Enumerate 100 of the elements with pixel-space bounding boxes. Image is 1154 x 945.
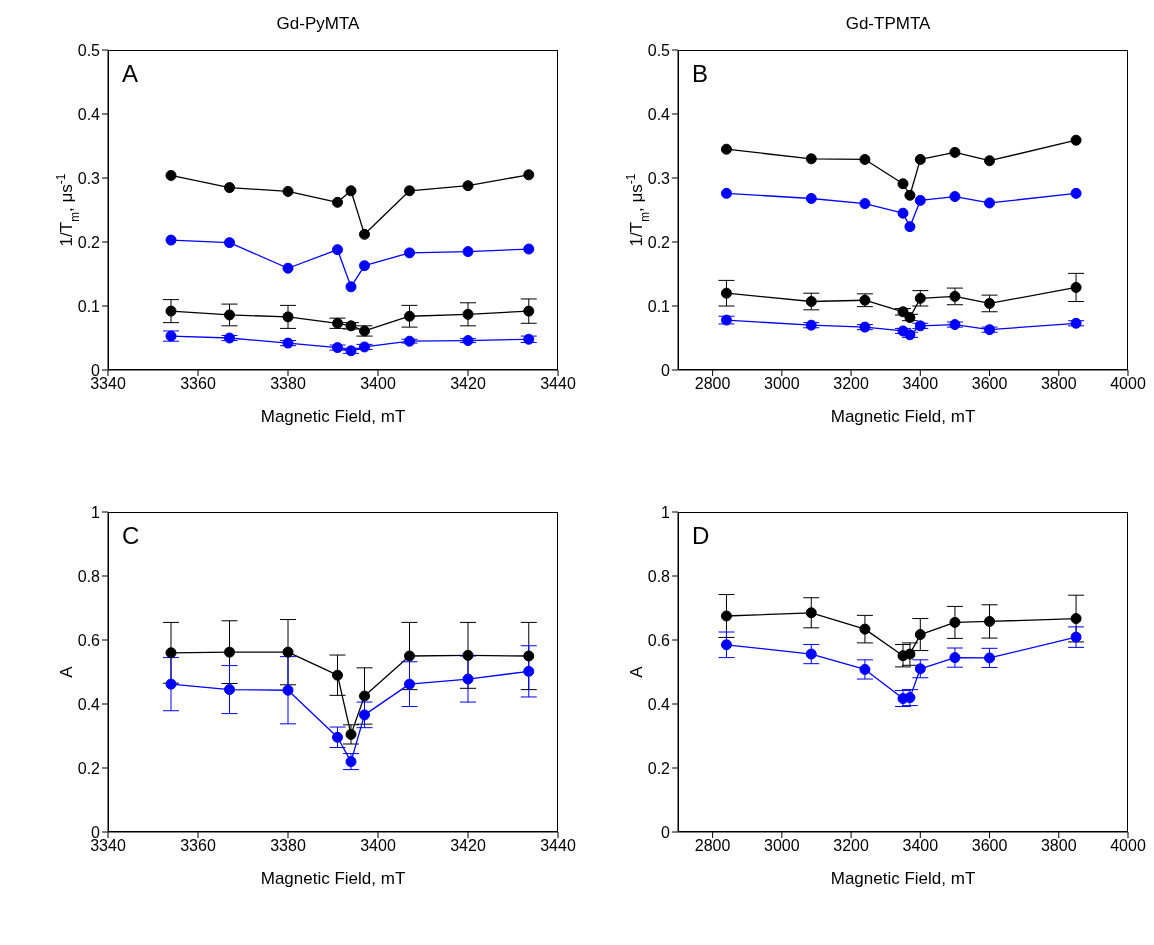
x-tick-label: 3420 bbox=[450, 837, 486, 855]
point bbox=[805, 648, 817, 660]
x-tick-label: 2800 bbox=[694, 375, 731, 393]
point bbox=[904, 329, 916, 341]
x-axis-title: Magnetic Field, mT bbox=[260, 869, 406, 888]
y-axis-title: A bbox=[627, 665, 646, 678]
x-tick-label: 3000 bbox=[764, 375, 800, 393]
point bbox=[1070, 317, 1082, 329]
point bbox=[332, 244, 343, 256]
x-axis-title: Magnetic Field, mT bbox=[830, 869, 976, 888]
point bbox=[282, 185, 294, 197]
point bbox=[404, 678, 415, 690]
x-tick-label: 4000 bbox=[1110, 375, 1146, 393]
point bbox=[359, 690, 370, 702]
x-tick-label: 3400 bbox=[902, 375, 939, 393]
x-tick-label: 3800 bbox=[1040, 375, 1077, 393]
point bbox=[1070, 187, 1082, 199]
x-tick-label: 3380 bbox=[270, 837, 306, 855]
y-axis-title: A bbox=[57, 665, 76, 678]
point bbox=[984, 197, 996, 209]
point bbox=[462, 246, 474, 258]
point bbox=[345, 185, 357, 197]
y-tick-label: 0.4 bbox=[77, 105, 101, 123]
point bbox=[1070, 631, 1082, 643]
y-tick-label: 0.6 bbox=[77, 631, 101, 649]
point bbox=[282, 262, 294, 274]
point bbox=[523, 305, 535, 317]
x-tick-label: 3200 bbox=[833, 837, 869, 855]
annotation: B bbox=[692, 60, 709, 88]
point bbox=[720, 143, 732, 155]
point bbox=[805, 607, 817, 619]
point bbox=[720, 287, 732, 299]
point bbox=[859, 663, 871, 675]
x-tick-label: 4000 bbox=[1110, 837, 1146, 855]
point bbox=[282, 684, 294, 696]
y-tick-label: 0.2 bbox=[77, 233, 101, 251]
point bbox=[282, 646, 294, 658]
point bbox=[805, 319, 817, 331]
point bbox=[914, 629, 926, 641]
point bbox=[805, 153, 817, 165]
point bbox=[904, 648, 916, 660]
point bbox=[1070, 281, 1082, 293]
x-tick-label: 3000 bbox=[764, 837, 800, 855]
y-tick-label: 0.4 bbox=[647, 105, 671, 123]
point bbox=[404, 650, 415, 662]
y-tick-label: 0.5 bbox=[647, 41, 671, 59]
x-axis-title: Magnetic Field, mT bbox=[260, 407, 406, 426]
point bbox=[462, 180, 474, 192]
y-tick-label: 0.5 bbox=[77, 41, 101, 59]
x-tick-label: 3440 bbox=[540, 375, 576, 393]
point bbox=[949, 290, 961, 302]
point bbox=[904, 221, 916, 233]
point bbox=[224, 237, 235, 249]
y-tick-label: 0.4 bbox=[77, 695, 101, 713]
point bbox=[282, 337, 294, 349]
point bbox=[949, 652, 961, 664]
x-tick-label: 3420 bbox=[450, 375, 486, 393]
x-tick-label: 3360 bbox=[180, 375, 216, 393]
point bbox=[359, 228, 370, 240]
point bbox=[224, 332, 235, 344]
point bbox=[720, 187, 732, 199]
point bbox=[404, 247, 415, 259]
point bbox=[282, 311, 294, 323]
y-tick-label: 0 bbox=[661, 823, 671, 841]
point bbox=[949, 191, 961, 203]
y-tick-label: 0.3 bbox=[647, 169, 671, 187]
x-axis-title: Magnetic Field, mT bbox=[830, 407, 976, 426]
x-tick-label: 3400 bbox=[360, 375, 396, 393]
point bbox=[404, 185, 415, 197]
point bbox=[523, 169, 535, 181]
point bbox=[859, 153, 871, 165]
point bbox=[914, 194, 926, 206]
point bbox=[897, 178, 909, 190]
x-tick-label: 3340 bbox=[90, 837, 126, 855]
point bbox=[345, 728, 357, 740]
point bbox=[462, 649, 474, 661]
point bbox=[359, 709, 370, 721]
point bbox=[949, 616, 961, 628]
point bbox=[1070, 613, 1082, 625]
y-tick-label: 0.8 bbox=[77, 567, 101, 585]
point bbox=[462, 308, 474, 320]
point bbox=[224, 309, 235, 321]
y-tick-label: 0.3 bbox=[77, 169, 101, 187]
point bbox=[984, 297, 996, 309]
point bbox=[984, 652, 996, 664]
y-tick-label: 1 bbox=[661, 503, 671, 521]
point bbox=[359, 260, 370, 272]
chart-title: Gd-TPMTA bbox=[844, 14, 932, 34]
point bbox=[859, 321, 871, 333]
x-tick-label: 3440 bbox=[540, 837, 576, 855]
point bbox=[224, 646, 235, 658]
x-tick-label: 3380 bbox=[270, 375, 306, 393]
y-tick-label: 0.2 bbox=[77, 759, 101, 777]
point bbox=[224, 182, 235, 194]
point bbox=[859, 623, 871, 635]
x-tick-label: 3600 bbox=[971, 837, 1008, 855]
point bbox=[720, 610, 732, 622]
point bbox=[165, 234, 177, 246]
chart-title: Gd-PyMTA bbox=[275, 14, 361, 34]
y-tick-label: 1 bbox=[91, 503, 101, 521]
